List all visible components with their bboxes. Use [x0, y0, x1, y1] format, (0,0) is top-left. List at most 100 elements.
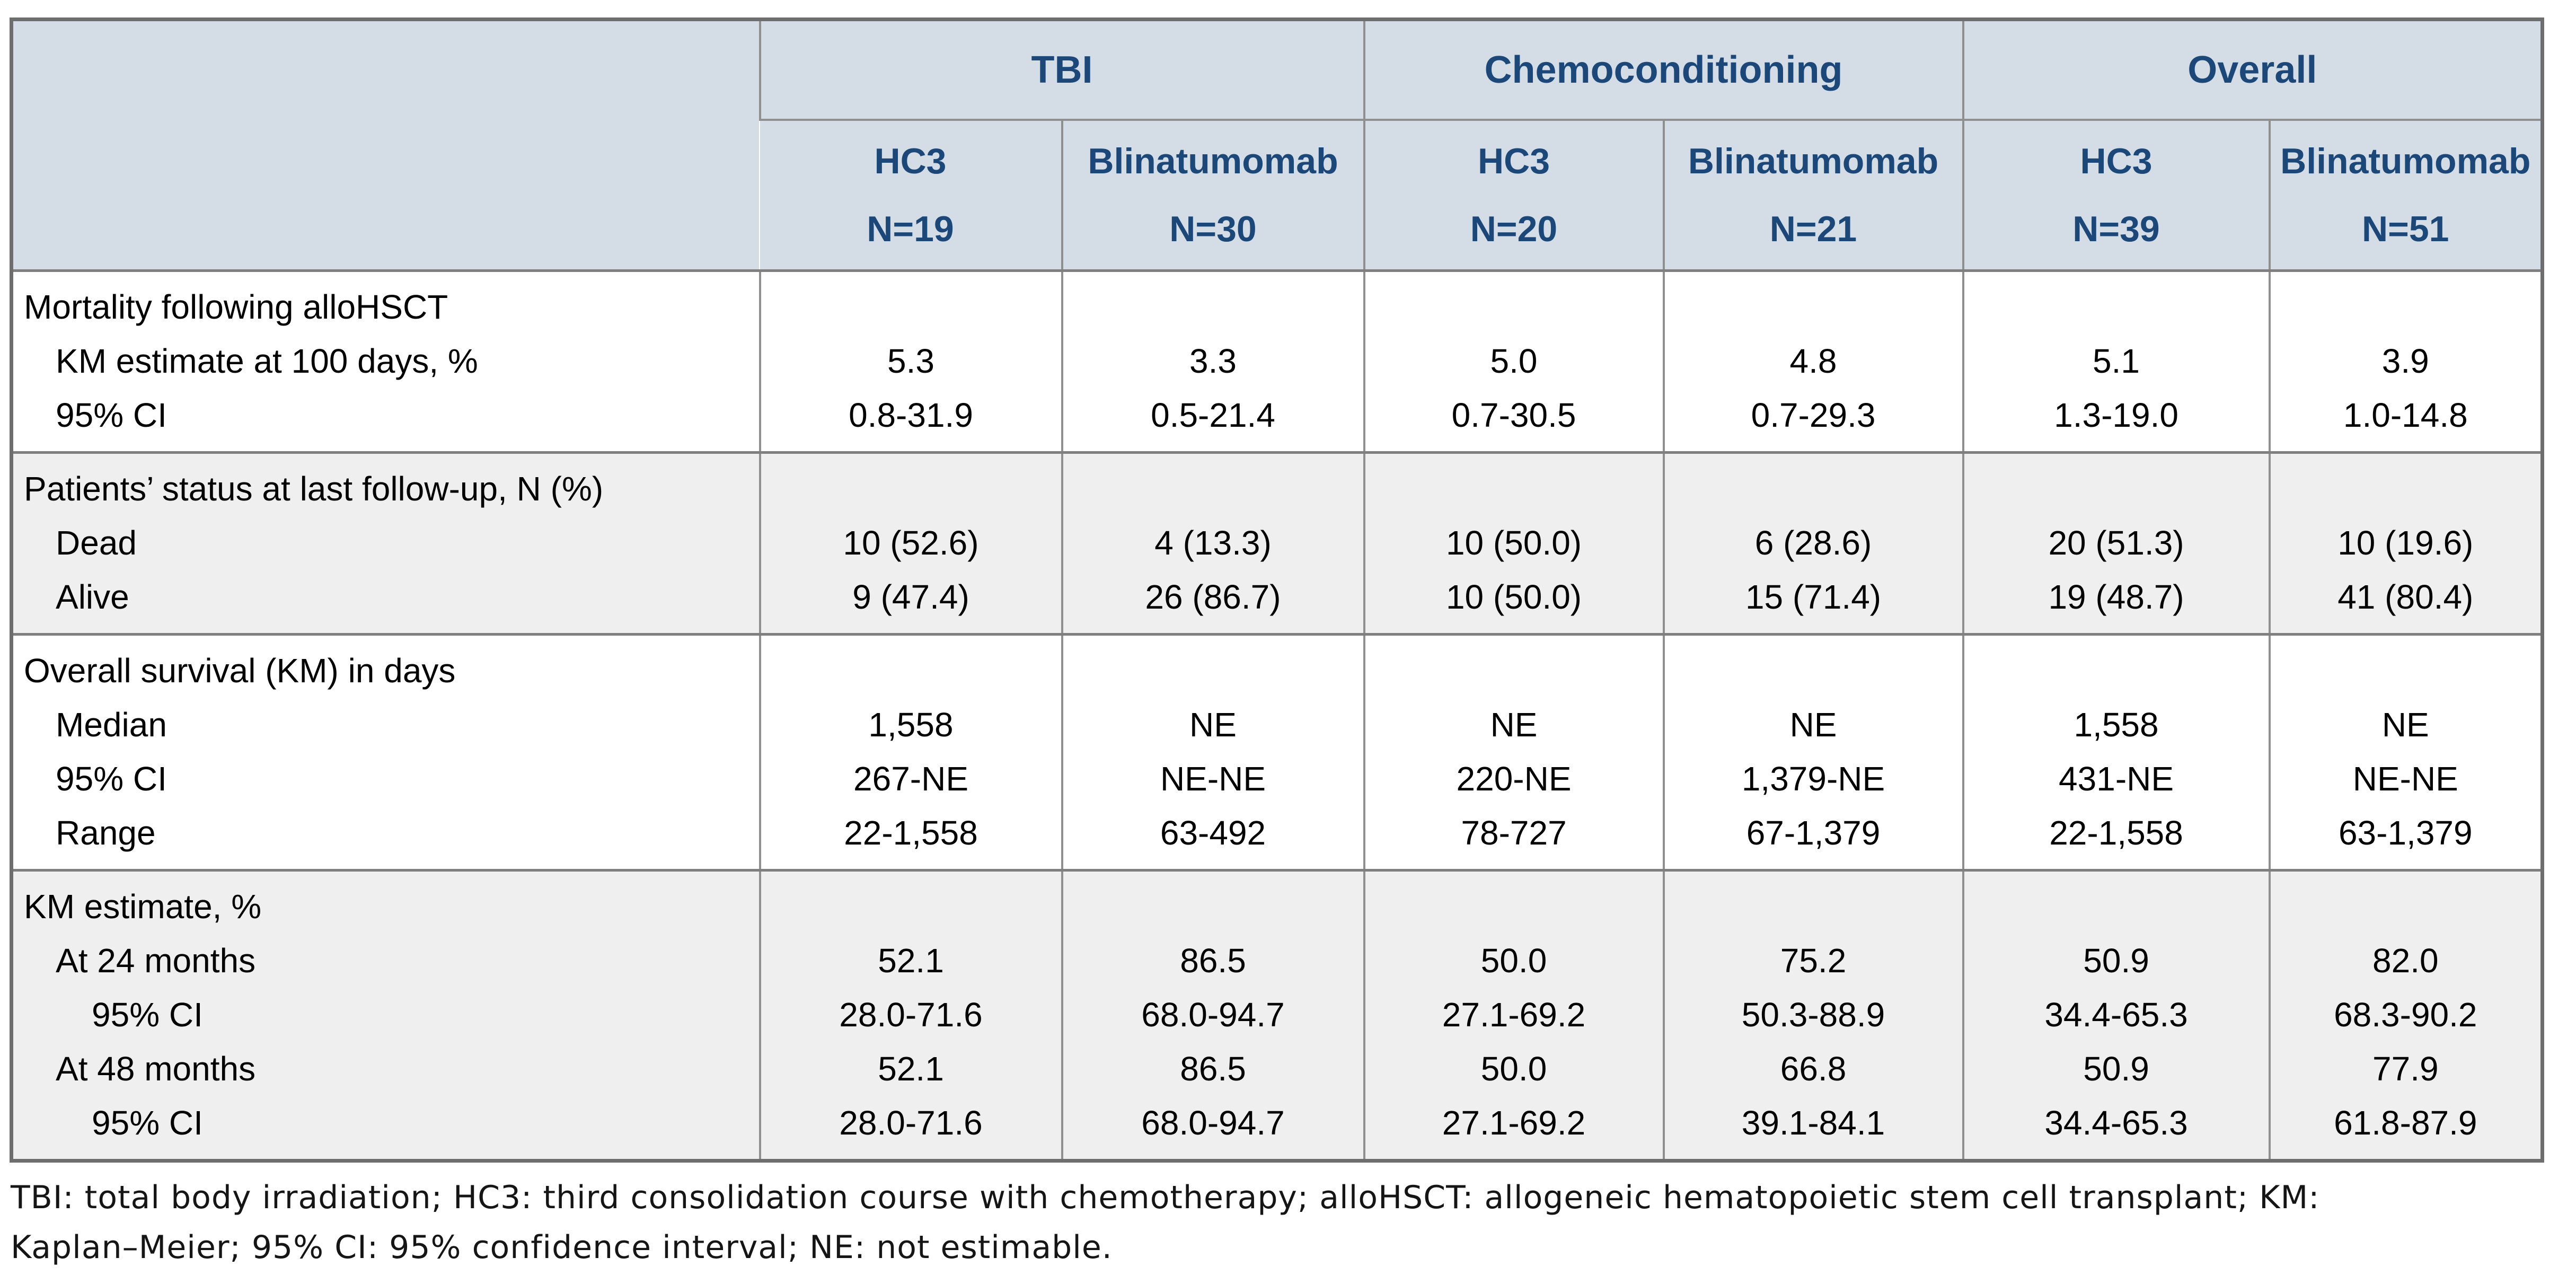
cell-value: 20 (51.3) [1962, 516, 2270, 570]
cell-value: NE [1061, 698, 1364, 752]
row-label: 95% CI [11, 752, 760, 806]
column-n: N=39 [2072, 209, 2160, 249]
row-group: Patients’ status at last follow-up, N (%… [11, 452, 2543, 635]
cell-value [1061, 870, 1364, 934]
cell-value: 1,558 [758, 698, 1062, 752]
cell-value: 61.8-87.9 [2268, 1096, 2543, 1161]
header-column-row: HC3 N=19 Blinatumomab N=30 HC3 N=20 Blin… [12, 120, 2543, 271]
cell-value: 1.3-19.0 [1962, 388, 2270, 453]
cell-value [1962, 634, 2270, 698]
cell-value: 50.0 [1363, 934, 1664, 988]
cell-value: 77.9 [2268, 1042, 2543, 1096]
cell-value: 0.7-30.5 [1363, 388, 1664, 453]
cell-value: NE-NE [2268, 752, 2543, 806]
row-label: 95% CI [11, 1096, 760, 1161]
cell-value: 86.5 [1061, 1042, 1364, 1096]
table-row: Patients’ status at last follow-up, N (%… [11, 452, 2543, 516]
cell-value: 78-727 [1363, 806, 1664, 870]
column-n: N=19 [867, 209, 954, 249]
row-label: 95% CI [11, 388, 760, 453]
cell-value: NE [1363, 698, 1664, 752]
cell-value [1363, 634, 1664, 698]
column-treatment: Blinatumomab [2280, 141, 2531, 181]
column-treatment: HC3 [874, 141, 947, 181]
row-label: 95% CI [11, 988, 760, 1042]
cell-value: 39.1-84.1 [1662, 1096, 1963, 1161]
column-n: N=30 [1169, 209, 1257, 249]
row-group: Mortality following alloHSCT KM estimate … [11, 270, 2543, 453]
column-header: HC3 N=39 [1962, 120, 2270, 271]
column-header: HC3 N=19 [760, 120, 1062, 271]
table-row: At 48 months 52.1 86.5 50.0 66.8 50.9 77.9 [11, 1042, 2543, 1096]
cell-value: 22-1,558 [758, 806, 1062, 870]
table-row: 95% CI 267-NE NE-NE 220-NE 1,379-NE 431-NE NE-… [11, 752, 2543, 806]
cell-value [1662, 452, 1963, 516]
cell-value: 52.1 [758, 934, 1062, 988]
cell-value [2268, 270, 2543, 334]
cell-value: 52.1 [758, 1042, 1062, 1096]
cell-value [1061, 452, 1364, 516]
cell-value: 10 (50.0) [1363, 516, 1664, 570]
column-header: HC3 N=20 [1363, 120, 1664, 271]
cell-value [1962, 870, 2270, 934]
table-header: TBI Chemoconditioning Overall HC3 N=19 B… [11, 19, 2543, 272]
cell-value: 68.0-94.7 [1061, 988, 1364, 1042]
cell-value [1061, 270, 1364, 334]
cell-value: 15 (71.4) [1662, 570, 1963, 635]
group-header-chemoconditioning: Chemoconditioning [1363, 19, 1963, 121]
cell-value: 28.0-71.6 [758, 988, 1062, 1042]
cell-value [758, 870, 1062, 934]
cell-value: 28.0-71.6 [758, 1096, 1062, 1161]
column-treatment: Blinatumomab [1088, 141, 1338, 181]
table-row: Dead 10 (52.6) 4 (13.3) 10 (50.0) 6 (28.6) 20… [11, 516, 2543, 570]
table-row: At 24 months 52.1 86.5 50.0 75.2 50.9 82.0 [11, 934, 2543, 988]
cell-value [1962, 270, 2270, 334]
corner-cell [11, 19, 760, 272]
cell-value: NE [1662, 698, 1963, 752]
cell-value [1363, 870, 1664, 934]
cell-value: 63-1,379 [2268, 806, 2543, 870]
cell-value: 10 (50.0) [1363, 570, 1664, 635]
table-row: KM estimate, % [11, 870, 2543, 934]
cell-value: 34.4-65.3 [1962, 988, 2270, 1042]
row-label: KM estimate, % [11, 870, 760, 934]
cell-value: 34.4-65.3 [1962, 1096, 2270, 1161]
cell-value [1363, 452, 1664, 516]
column-treatment: HC3 [2080, 141, 2152, 181]
cell-value: 26 (86.7) [1061, 570, 1364, 635]
cell-value: 10 (52.6) [758, 516, 1062, 570]
column-treatment: Blinatumomab [1688, 141, 1939, 181]
cell-value: 50.9 [1962, 934, 2270, 988]
row-label: Dead [11, 516, 760, 570]
cell-value: 41 (80.4) [2268, 570, 2543, 635]
cell-value: 0.5-21.4 [1061, 388, 1364, 453]
column-header: Blinatumomab N=30 [1061, 120, 1364, 271]
cell-value: 1,379-NE [1662, 752, 1963, 806]
footnote-line: TBI: total body irradiation; HC3: third … [11, 1179, 2320, 1216]
cell-value: 82.0 [2268, 934, 2543, 988]
header-group-row: TBI Chemoconditioning Overall [11, 19, 2543, 272]
cell-value: 220-NE [1363, 752, 1664, 806]
results-table: TBI Chemoconditioning Overall HC3 N=19 B… [10, 17, 2545, 1163]
cell-value: 68.0-94.7 [1061, 1096, 1364, 1161]
table-row: Range 22-1,558 63-492 78-727 67-1,379 22-1,55… [11, 806, 2543, 870]
row-label: Median [11, 698, 760, 752]
table-row: Median 1,558 NE NE NE 1,558 NE [11, 698, 2543, 752]
row-label: Overall survival (KM) in days [11, 634, 760, 698]
cell-value: 5.1 [1962, 334, 2270, 388]
cell-value: 4.8 [1662, 334, 1963, 388]
cell-value [1061, 634, 1364, 698]
column-n: N=20 [1470, 209, 1558, 249]
table-row: 95% CI 0.8-31.9 0.5-21.4 0.7-30.5 0.7-29.3 1.… [11, 388, 2543, 453]
cell-value: 50.9 [1962, 1042, 2270, 1096]
cell-value: 4 (13.3) [1061, 516, 1364, 570]
cell-value [1662, 270, 1963, 334]
cell-value: 267-NE [758, 752, 1062, 806]
cell-value: 6 (28.6) [1662, 516, 1963, 570]
cell-value: 5.3 [758, 334, 1062, 388]
row-label: Mortality following alloHSCT [11, 270, 760, 334]
table-row: KM estimate at 100 days, % 5.3 3.3 5.0 4.8 5.… [11, 334, 2543, 388]
results-table-wrap: TBI Chemoconditioning Overall HC3 N=19 B… [10, 17, 2545, 1163]
table-row: 95% CI 28.0-71.6 68.0-94.7 27.1-69.2 39.1-84… [11, 1096, 2543, 1161]
